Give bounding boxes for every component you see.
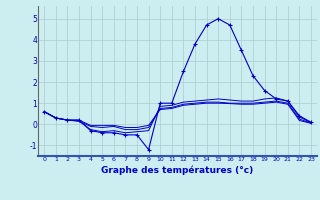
X-axis label: Graphe des températures (°c): Graphe des températures (°c) <box>101 165 254 175</box>
